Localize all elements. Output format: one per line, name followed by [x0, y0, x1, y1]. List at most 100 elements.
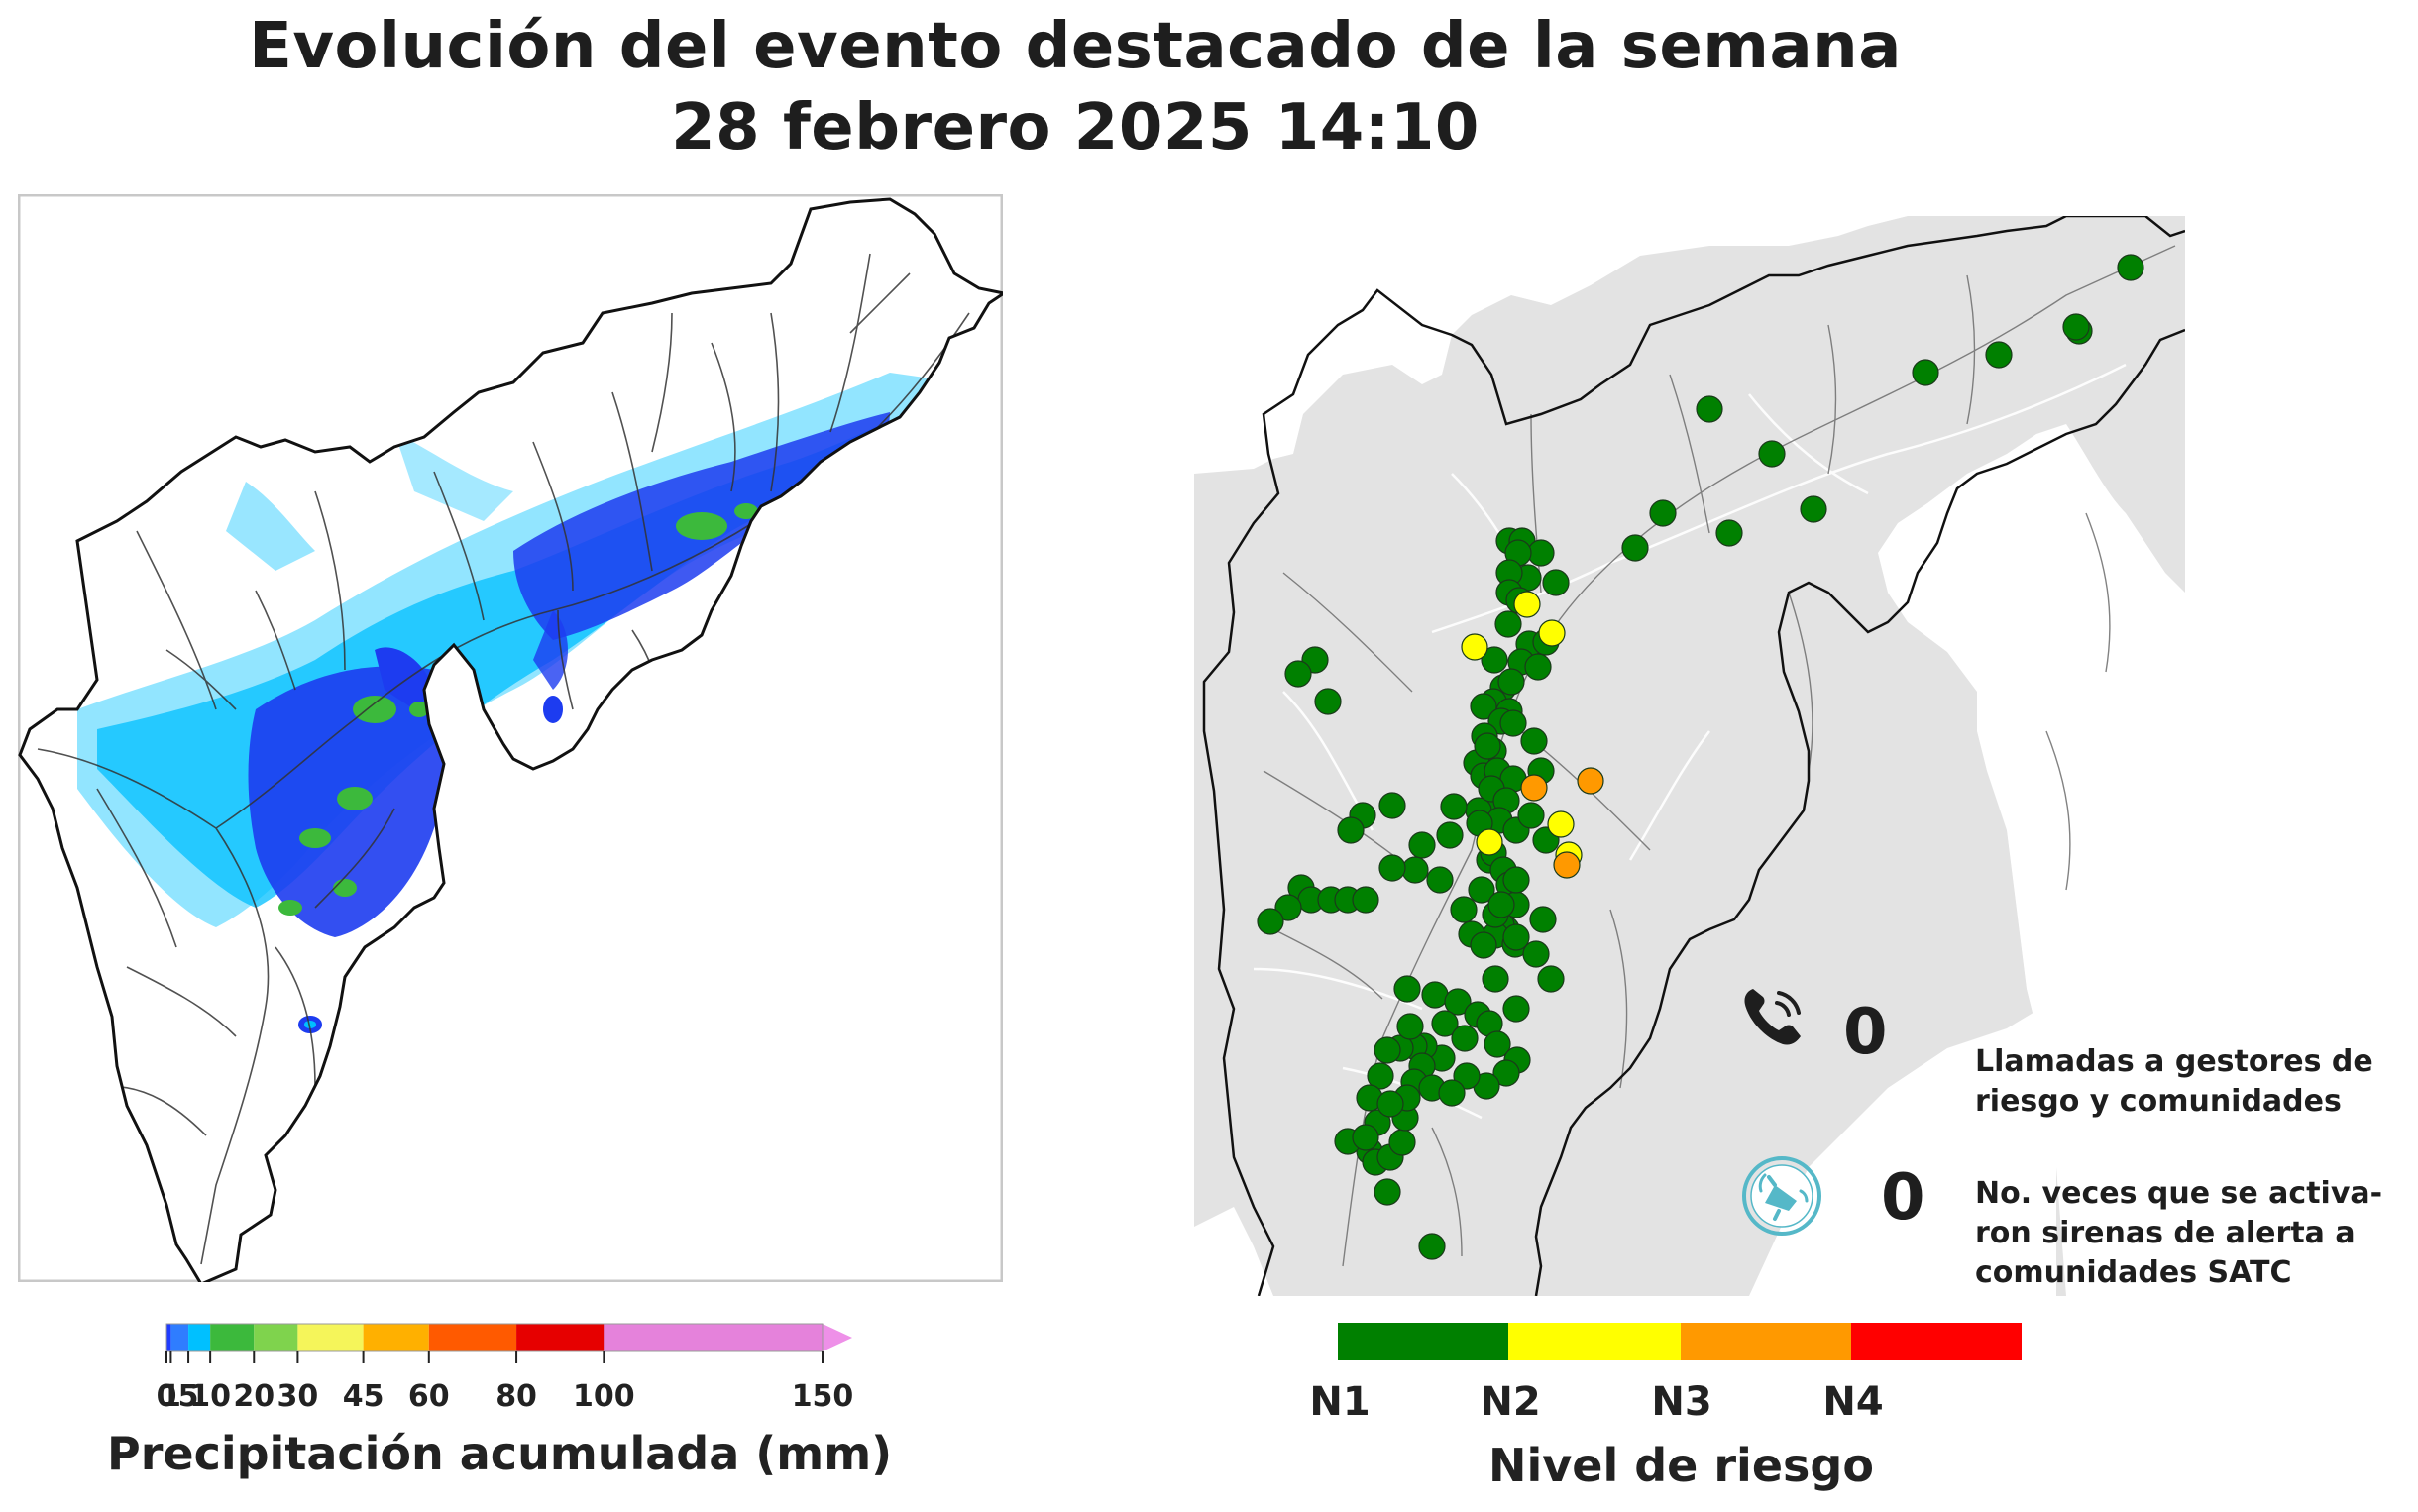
risk-band-n2	[1508, 1323, 1681, 1360]
colorbar-segment	[170, 1324, 189, 1351]
station-marker	[1396, 1013, 1424, 1040]
colorbar-tick-label: 0	[156, 1379, 177, 1414]
station-marker	[2117, 254, 2144, 281]
station-marker	[1649, 499, 1677, 527]
station-marker	[1374, 1178, 1401, 1206]
colorbar-tick-label: 150	[791, 1379, 854, 1414]
colorbar-segment	[166, 1324, 171, 1351]
colorbar-segment	[428, 1324, 517, 1351]
station-marker	[1421, 981, 1449, 1009]
risk-band-n1	[1338, 1323, 1508, 1360]
station-marker	[1461, 633, 1488, 661]
station-marker	[1484, 1030, 1511, 1058]
station-marker	[1621, 534, 1649, 562]
risk-label-n4: N4	[1822, 1379, 1884, 1425]
station-marker	[1524, 653, 1552, 681]
station-marker	[1274, 894, 1302, 921]
siren-icon	[1742, 1156, 1821, 1236]
station-marker	[1758, 440, 1786, 468]
station-marker	[1426, 866, 1454, 894]
station-marker	[1502, 866, 1530, 894]
station-marker	[1481, 646, 1508, 674]
station-marker	[1284, 660, 1312, 688]
station-marker	[1502, 995, 1530, 1023]
station-marker	[1499, 709, 1527, 737]
station-marker	[1451, 1025, 1479, 1052]
station-marker	[1522, 940, 1550, 968]
risk-stations-map	[1194, 216, 2185, 1296]
risk-colorbar	[1338, 1323, 2022, 1360]
risk-colorbar-title: Nivel de riesgo	[1488, 1439, 1874, 1492]
station-marker	[1352, 1124, 1379, 1151]
station-marker	[1527, 539, 1555, 567]
colorbar-segment	[363, 1324, 429, 1351]
station-marker	[1376, 1090, 1404, 1118]
colorbar-tick-label: 80	[495, 1379, 537, 1414]
station-marker	[1520, 774, 1548, 802]
station-marker	[1444, 988, 1472, 1016]
page-title: Evolución del evento destacado de la sem…	[249, 10, 1902, 83]
station-marker	[1367, 1062, 1394, 1090]
colorbar-segment	[254, 1324, 298, 1351]
station-marker	[1450, 896, 1478, 923]
phone-icon	[1744, 989, 1801, 1045]
station-marker	[1492, 1059, 1520, 1087]
station-marker	[1401, 856, 1429, 884]
station-marker	[1553, 851, 1581, 879]
colorbar-segment	[210, 1324, 255, 1351]
station-marker	[1520, 727, 1548, 755]
station-marker	[1985, 341, 2013, 369]
station-marker	[1547, 810, 1575, 838]
calls-label: Llamadas a gestores de riesgo y comunida…	[1975, 1044, 2373, 1119]
station-markers	[1257, 254, 2144, 1260]
sirens-count: 0	[1881, 1161, 1925, 1235]
station-marker	[1476, 828, 1503, 856]
station-marker	[1696, 395, 1723, 423]
precipitation-colorbar-title: Precipitación acumulada (mm)	[107, 1427, 893, 1480]
station-marker	[1438, 1079, 1466, 1107]
station-marker	[1502, 923, 1530, 951]
station-marker	[1393, 975, 1421, 1003]
station-marker	[1715, 519, 1743, 547]
station-marker	[1537, 965, 1565, 993]
colorbar-segment	[516, 1324, 604, 1351]
colorbar-tick-label: 1	[160, 1379, 181, 1414]
colorbar-tick-label: 45	[342, 1379, 385, 1414]
station-marker	[1800, 495, 1827, 523]
station-marker	[1529, 906, 1557, 933]
station-marker	[1513, 591, 1541, 618]
station-marker	[1497, 668, 1525, 696]
station-marker	[1374, 1036, 1401, 1064]
station-marker	[1388, 1129, 1416, 1156]
precipitation-colorbar	[165, 1323, 852, 1363]
station-marker	[1470, 693, 1497, 720]
risk-band-n3	[1681, 1323, 1851, 1360]
station-marker	[1418, 1233, 1446, 1260]
station-marker	[1470, 931, 1497, 959]
station-marker	[1517, 802, 1545, 829]
station-marker	[1431, 1010, 1459, 1037]
station-marker	[1352, 886, 1379, 914]
precipitation-map	[18, 194, 1003, 1282]
station-marker	[1314, 688, 1342, 715]
station-marker	[1378, 854, 1406, 882]
colorbar-segment	[297, 1324, 364, 1351]
station-marker	[1337, 816, 1365, 844]
colorbar-tick-label: 60	[407, 1379, 450, 1414]
station-marker	[1408, 831, 1436, 859]
colorbar-tick-label: 5	[177, 1379, 199, 1414]
station-marker	[1482, 965, 1509, 993]
station-marker	[1468, 876, 1495, 904]
station-marker	[1538, 619, 1566, 647]
station-marker	[1912, 359, 1939, 386]
colorbar-tick-label: 100	[573, 1379, 635, 1414]
colorbar-extend-arrow	[823, 1324, 852, 1351]
station-marker	[1474, 732, 1501, 760]
colorbar-tick-label: 10	[189, 1379, 231, 1414]
station-marker	[1436, 821, 1464, 849]
colorbar-tick-label: 20	[233, 1379, 275, 1414]
sirens-label: No. veces que se activa- ron sirenas de …	[1975, 1176, 2383, 1290]
station-marker	[2062, 313, 2090, 341]
risk-label-n2: N2	[1480, 1379, 1541, 1425]
risk-band-n4	[1851, 1323, 2022, 1360]
